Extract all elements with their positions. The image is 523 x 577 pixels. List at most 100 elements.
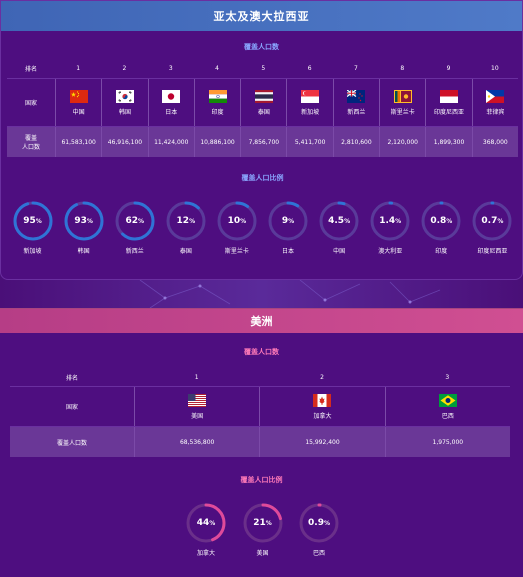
donut-label: 加拿大 xyxy=(196,550,215,557)
donut-value-number: 0.9 xyxy=(308,518,324,528)
percent-sign: % xyxy=(497,217,504,225)
population-cell: 68,536,800 xyxy=(134,427,259,457)
country-cell-canada: 加拿大 xyxy=(259,387,384,426)
asia-ratio-donuts: 95% 新加坡 93% 韩国 62% 新西兰 12% 泰国 10% 斯里兰卡 9% 日本 4.5% 中国 1… xyxy=(7,200,518,255)
decorative-network-band xyxy=(0,280,523,308)
population-cell: 61,583,100 xyxy=(55,127,101,157)
population-value: 61,583,100 xyxy=(61,138,96,146)
canada-flag-icon xyxy=(313,393,332,407)
asia-rank-row: 排名 1 2 3 4 5 6 7 8 9 10 xyxy=(7,59,518,79)
country-cell-new-zealand: 新西兰 xyxy=(332,79,379,126)
percent-sign: % xyxy=(265,519,272,527)
population-value: 68,536,800 xyxy=(179,438,215,446)
country-cell-korea: 韩国 xyxy=(101,79,147,126)
donut-arc xyxy=(115,201,155,241)
donut-chart xyxy=(243,503,282,543)
population-value: 1,899,300 xyxy=(433,138,465,146)
population-cell: 10,886,100 xyxy=(193,127,240,157)
korea-flag-icon xyxy=(115,89,134,103)
donut-ring: 95% xyxy=(12,200,54,242)
donut-chart xyxy=(421,201,461,241)
donut-chart xyxy=(64,201,104,241)
country-cell-india: 印度 xyxy=(193,79,240,126)
percent-sign: % xyxy=(446,217,453,225)
percent-sign: % xyxy=(344,217,351,225)
country-name: 泰国 xyxy=(257,108,270,116)
ratio-donut: 12% 泰国 xyxy=(165,200,207,255)
ratio-donut: 0.9% 巴西 xyxy=(298,502,340,557)
donut-arc xyxy=(243,503,282,543)
rank-cell: 10 xyxy=(491,65,499,72)
country-name: 斯里兰卡 xyxy=(390,108,415,116)
donut-ring: 62% xyxy=(114,200,156,242)
country-name: 印度尼西亚 xyxy=(434,108,465,116)
ratio-donut: 10% 斯里兰卡 xyxy=(216,200,258,255)
population-cell: 1,899,300 xyxy=(425,127,471,157)
rank-cell: 2 xyxy=(320,374,324,381)
donut-ring: 44% xyxy=(185,502,227,544)
percent-sign: % xyxy=(395,217,402,225)
country-name: 韩国 xyxy=(118,108,131,116)
rank-cell: 8 xyxy=(400,65,405,72)
singapore-flag-icon xyxy=(301,89,320,103)
ratio-donut: 0.8% 印度 xyxy=(420,200,462,255)
percent-sign: % xyxy=(189,217,196,225)
donut-arc xyxy=(370,201,410,241)
country-name: 印度 xyxy=(211,108,224,116)
donut-chart xyxy=(186,503,226,543)
country-cell-indonesia: 印度尼西亚 xyxy=(425,79,471,126)
country-label: 国家 xyxy=(65,404,78,411)
donut-value: 0.7% xyxy=(471,200,513,242)
donut-arc xyxy=(268,201,308,241)
americas-table-title: 覆盖人口数 xyxy=(244,348,279,356)
donut-label: 印度尼西亚 xyxy=(477,248,508,255)
donut-arc xyxy=(319,201,359,241)
asia-population-row: 覆盖 人口数 61,583,100 46,916,100 11,424,000 … xyxy=(7,127,518,157)
country-cell-sri-lanka: 斯里兰卡 xyxy=(379,79,425,126)
donut-chart xyxy=(472,201,512,241)
americas-ratio-title: 覆盖人口比例 xyxy=(240,476,283,484)
indonesia-flag-icon xyxy=(440,89,459,103)
percent-sign: % xyxy=(240,217,247,225)
donut-value: 93% xyxy=(63,200,105,242)
donut-chart xyxy=(268,201,308,241)
ratio-donut: 9% 日本 xyxy=(267,200,309,255)
philippines-flag-icon xyxy=(486,89,505,103)
americas-rank-row: 排名 1 2 3 xyxy=(10,369,510,387)
population-value: 46,916,100 xyxy=(107,138,143,146)
population-value: 368,000 xyxy=(482,138,508,146)
donut-value: 21% xyxy=(242,502,284,544)
donut-value-number: 12 xyxy=(176,216,190,226)
population-cell: 1,975,000 xyxy=(384,427,510,457)
rank-cell: 1 xyxy=(76,65,81,72)
country-cell-philippines: 菲律宾 xyxy=(471,79,518,126)
population-value: 1,975,000 xyxy=(432,438,464,446)
ratio-donut: 95% 新加坡 xyxy=(12,200,54,255)
percent-sign: % xyxy=(86,217,93,225)
rank-cell: 3 xyxy=(168,65,173,72)
percent-sign: % xyxy=(323,519,330,527)
americas-section: 美洲 覆盖人口数 排名 1 2 3 国家 美国 加拿大 巴西 覆盖人口数 xyxy=(0,308,523,577)
donut-value-number: 10 xyxy=(227,216,241,226)
population-label-line1: 覆盖 xyxy=(24,135,37,142)
donut-value-number: 0.7 xyxy=(481,216,498,226)
donut-value: 1.4% xyxy=(369,200,411,242)
donut-arc xyxy=(64,201,104,241)
country-cell-thailand: 泰国 xyxy=(240,79,286,126)
population-cell: 11,424,000 xyxy=(147,127,194,157)
asia-section: 亚太及澳大拉西亚 覆盖人口数 排名 1 2 3 4 5 6 7 8 9 10 国… xyxy=(0,0,523,280)
asia-ratio-title: 覆盖人口比例 xyxy=(241,174,284,182)
country-cell-singapore: 新加坡 xyxy=(286,79,332,126)
country-cell-usa: 美国 xyxy=(134,387,259,426)
donut-value: 95% xyxy=(12,200,54,242)
rank-cell: 4 xyxy=(215,65,219,72)
donut-label: 日本 xyxy=(282,248,295,255)
thailand-flag-icon xyxy=(254,89,273,103)
population-cell: 5,411,700 xyxy=(286,127,332,157)
new-zealand-flag-icon xyxy=(347,89,366,103)
asia-header: 亚太及澳大拉西亚 xyxy=(1,1,522,31)
country-cell-brazil: 巴西 xyxy=(384,387,510,426)
country-name: 菲律宾 xyxy=(486,108,505,116)
donut-value: 44% xyxy=(185,502,227,544)
donut-ring: 0.9% xyxy=(298,502,340,544)
